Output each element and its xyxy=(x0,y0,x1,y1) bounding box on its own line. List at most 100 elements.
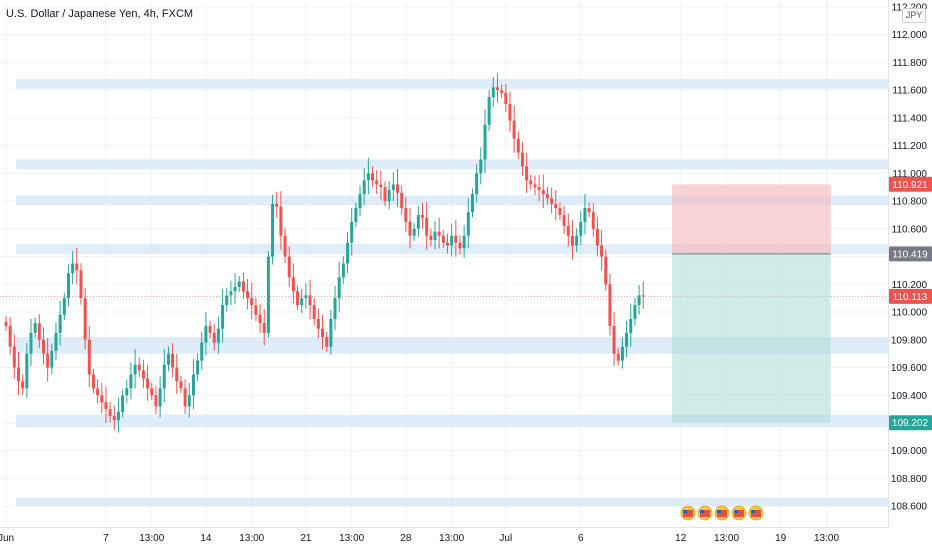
candle-body xyxy=(246,291,250,299)
candle-body xyxy=(91,374,95,389)
time-axis[interactable]: Jun 7 13:00 14 13:00 21 13:00 28 13:00 Jul 6 12 13:0… xyxy=(0,527,888,545)
flag-canton-icon xyxy=(717,510,721,513)
candle-body xyxy=(125,388,129,396)
candle-body xyxy=(275,203,279,207)
candle-body xyxy=(346,242,350,264)
sr-zone xyxy=(16,337,888,354)
candle-body xyxy=(54,332,58,351)
candle-body xyxy=(533,184,537,188)
candle-body xyxy=(241,281,245,292)
price-tick-label: 111.600 xyxy=(892,86,927,97)
candle-body xyxy=(333,298,337,319)
candle-body xyxy=(225,295,229,306)
candle-body xyxy=(287,256,291,278)
candle-body xyxy=(304,295,308,299)
candle-body xyxy=(504,92,508,105)
flag-icon xyxy=(683,510,693,517)
candle-body xyxy=(25,353,29,389)
candle-body xyxy=(425,217,429,236)
candle-body xyxy=(637,295,641,306)
candle-body xyxy=(29,332,33,354)
candle-body xyxy=(529,180,533,185)
candle-body xyxy=(100,395,104,403)
price-tick-label: 110.000 xyxy=(892,308,928,319)
candle-body xyxy=(441,235,445,243)
candle-body xyxy=(575,235,579,246)
currency-badge[interactable]: JPY xyxy=(902,8,926,23)
time-tick-label: 28 xyxy=(400,533,412,544)
candle-body xyxy=(396,184,400,193)
candle-body xyxy=(179,381,183,389)
time-tick-label: 7 xyxy=(103,533,109,544)
candle-body xyxy=(291,277,295,292)
sr-zone xyxy=(16,414,888,428)
candle-body xyxy=(196,360,200,375)
price-tick-label: 110.600 xyxy=(892,224,928,235)
candle-body xyxy=(58,314,62,333)
sr-zone xyxy=(16,497,888,507)
economic-events[interactable] xyxy=(680,505,764,521)
time-tick-label: Jun xyxy=(0,533,14,544)
time-tick-label: 13:00 xyxy=(339,533,364,544)
candle-body xyxy=(12,346,16,368)
candle-body xyxy=(462,235,466,249)
price-label-badge xyxy=(889,415,932,431)
candle-body xyxy=(354,208,358,222)
candle-body xyxy=(16,367,20,382)
time-tick-label: 13:00 xyxy=(239,533,264,544)
sr-zone xyxy=(16,159,888,170)
candle-body xyxy=(412,228,416,236)
candle-body xyxy=(341,263,345,278)
candle-body xyxy=(633,305,637,319)
candle-body xyxy=(487,97,491,125)
candle-body xyxy=(154,395,158,407)
time-tick-label: 12 xyxy=(675,533,687,544)
stop-loss-zone xyxy=(672,184,831,254)
candle-body xyxy=(46,353,50,368)
candle-body xyxy=(208,325,212,333)
candle-body xyxy=(616,353,620,361)
candle-body xyxy=(308,295,312,306)
price-axis[interactable]: 108.600108.800109.000109.200109.400109.6… xyxy=(888,0,932,550)
price-tick-label: 110.200 xyxy=(892,280,928,291)
candle-body xyxy=(483,124,487,160)
candle-body xyxy=(66,273,70,299)
price-tick-label: 111.200 xyxy=(892,141,927,152)
price-tick-label: 109.400 xyxy=(891,391,928,402)
candle-body xyxy=(375,180,379,185)
time-tick-label: 21 xyxy=(300,533,312,544)
candle-body xyxy=(366,173,370,181)
candle-body xyxy=(279,206,283,236)
candle-body xyxy=(541,189,545,195)
candle-body xyxy=(175,367,179,382)
candle-body xyxy=(162,364,166,389)
price-tick-label: 111.000 xyxy=(892,169,927,180)
candle-body xyxy=(75,263,79,271)
flag-icon xyxy=(717,510,727,517)
take-profit-zone xyxy=(672,253,831,423)
candle-body xyxy=(141,370,145,379)
price-tick-label: 108.600 xyxy=(891,502,928,513)
candle-body xyxy=(445,242,449,246)
candle-body xyxy=(233,287,237,292)
price-label-value: 110.113 xyxy=(893,292,928,303)
candle-body xyxy=(475,173,479,195)
candle-body xyxy=(591,212,595,229)
candle-body xyxy=(371,173,375,181)
candlestick-series xyxy=(4,73,645,433)
short-position-tool[interactable] xyxy=(672,184,831,423)
candle-body xyxy=(254,305,258,315)
candle-body xyxy=(266,256,270,333)
candle-body xyxy=(408,221,412,236)
candle-body xyxy=(183,388,187,407)
candle-body xyxy=(554,203,558,209)
candle-body xyxy=(391,184,395,190)
candle-body xyxy=(79,270,83,299)
candle-body xyxy=(562,214,566,227)
candle-body xyxy=(579,221,583,236)
candle-body xyxy=(116,411,120,421)
price-label-badge xyxy=(889,288,932,304)
time-tick-label: 19 xyxy=(775,533,787,544)
